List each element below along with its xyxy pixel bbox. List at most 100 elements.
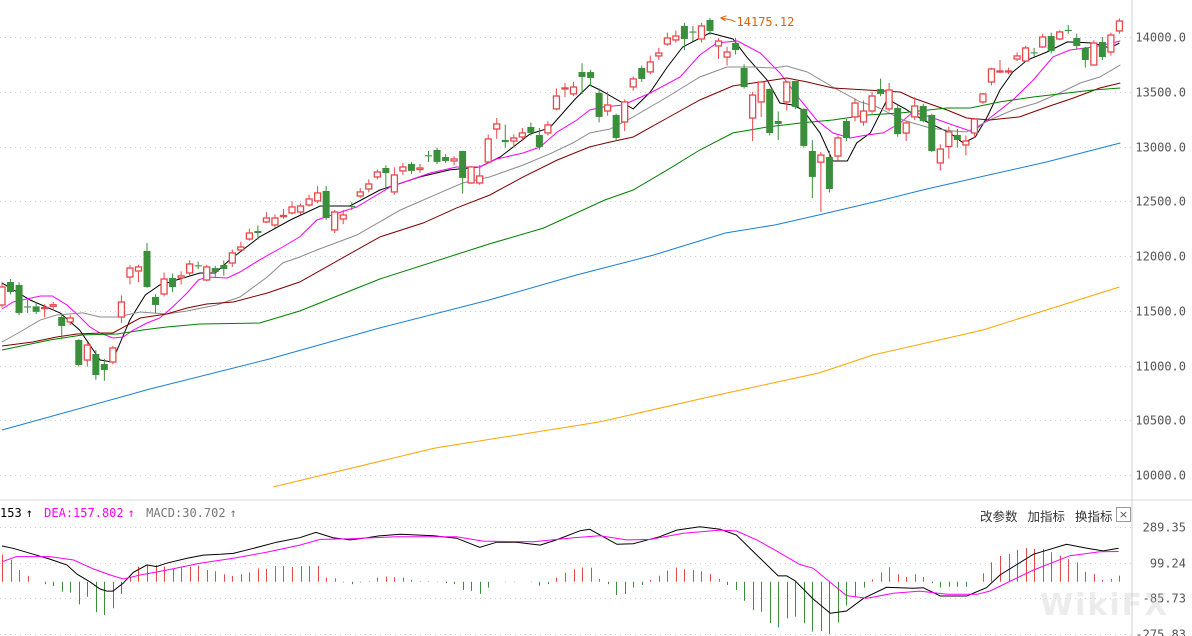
candle-body bbox=[791, 81, 799, 107]
candle-down bbox=[1047, 32, 1055, 54]
candle-body bbox=[126, 267, 134, 278]
candle-up bbox=[160, 272, 168, 297]
candle-body bbox=[305, 198, 313, 206]
candle-body bbox=[629, 78, 637, 88]
candle-down bbox=[32, 301, 40, 315]
candle-down bbox=[152, 294, 160, 313]
candle-body bbox=[41, 306, 49, 310]
candle-body bbox=[296, 205, 305, 213]
candle-body bbox=[783, 81, 791, 103]
candle-down bbox=[24, 299, 32, 313]
candle-up bbox=[561, 82, 569, 98]
moving-average-line bbox=[1, 77, 1121, 347]
candle-up bbox=[979, 92, 987, 104]
candle-up bbox=[134, 264, 143, 283]
candle-body bbox=[885, 89, 893, 110]
candle-up bbox=[783, 80, 791, 111]
candle-down bbox=[535, 127, 543, 150]
candle-down bbox=[740, 64, 748, 89]
candle-body bbox=[825, 157, 833, 189]
candle-body bbox=[510, 137, 518, 142]
candle-body bbox=[979, 93, 987, 103]
candle-up bbox=[450, 156, 458, 166]
moving-average-line bbox=[1, 64, 1121, 343]
dif-value: 153 bbox=[0, 506, 22, 520]
candle-body bbox=[66, 317, 74, 323]
add-indicator-button[interactable]: 加指标 bbox=[1027, 509, 1066, 524]
candle-up bbox=[911, 97, 919, 121]
candle-body bbox=[484, 138, 492, 163]
candle-body bbox=[587, 72, 595, 78]
candle-down bbox=[15, 282, 23, 316]
candle-body bbox=[262, 217, 271, 223]
candle-down bbox=[254, 225, 262, 240]
candle-down bbox=[928, 113, 936, 152]
candle-body bbox=[919, 105, 927, 121]
candle-up bbox=[126, 264, 134, 285]
macd-arrow-icon: ↑ bbox=[229, 506, 237, 520]
candle-body bbox=[1021, 47, 1030, 62]
candle-body bbox=[996, 70, 1004, 73]
price-axis: 14000.0 13500.0 13000.0 12500.0 12000.0 11500… bbox=[1135, 31, 1186, 483]
price-tick-label: 10500.0 bbox=[1135, 414, 1186, 428]
candle-up bbox=[1004, 67, 1013, 75]
candle-body bbox=[714, 40, 723, 47]
candle-body bbox=[177, 275, 185, 279]
high-price-label: 14175.12 bbox=[737, 15, 795, 29]
candle-body bbox=[877, 89, 885, 94]
candle-body bbox=[740, 67, 748, 88]
candle-body bbox=[603, 104, 612, 112]
candle-body bbox=[75, 339, 83, 365]
candle-body bbox=[561, 87, 569, 90]
candle-up bbox=[962, 135, 970, 156]
candle-body bbox=[518, 132, 526, 138]
candle-body bbox=[569, 86, 578, 95]
candle-down bbox=[100, 358, 108, 381]
candle-body bbox=[638, 67, 646, 79]
price-tick-label: 12500.0 bbox=[1135, 195, 1186, 209]
candle-up bbox=[851, 98, 859, 122]
candle-up bbox=[305, 194, 313, 207]
switch-indicator-button[interactable]: 换指标 bbox=[1075, 509, 1113, 524]
candle-body bbox=[348, 205, 356, 207]
candle-body bbox=[1081, 47, 1089, 60]
candle-body bbox=[902, 122, 910, 134]
candle-body bbox=[1073, 37, 1081, 46]
candle-body bbox=[169, 278, 177, 287]
candle-down bbox=[877, 78, 885, 97]
candle-up bbox=[663, 32, 671, 46]
candle-down bbox=[75, 339, 83, 367]
candle-body bbox=[953, 135, 961, 140]
candle-body bbox=[928, 114, 936, 151]
candle-body bbox=[237, 246, 245, 251]
edit-params-button[interactable]: 改参数 bbox=[980, 509, 1018, 524]
candle-up bbox=[723, 46, 731, 66]
candle-down bbox=[58, 312, 66, 340]
candle-body bbox=[254, 231, 262, 234]
candle-up bbox=[834, 135, 842, 161]
candle-up bbox=[996, 59, 1004, 74]
candle-up bbox=[484, 134, 492, 163]
candle-up bbox=[621, 99, 629, 132]
candle-body bbox=[152, 296, 160, 305]
candle-body bbox=[894, 107, 902, 135]
candle-up bbox=[245, 228, 254, 241]
candle-up bbox=[970, 118, 979, 138]
macd-axis: 289.35 99.24 -85.73 -275.83 bbox=[1135, 521, 1186, 636]
candle-up bbox=[1090, 40, 1098, 66]
candle-down bbox=[322, 185, 330, 220]
close-indicator-button[interactable]: × bbox=[1116, 507, 1131, 522]
candle-down bbox=[1073, 33, 1081, 50]
candle-body bbox=[544, 124, 552, 134]
price-grid bbox=[0, 37, 1132, 476]
candle-down bbox=[825, 150, 833, 193]
candle-body bbox=[680, 25, 688, 39]
candle-body bbox=[0, 286, 6, 306]
candle-down bbox=[220, 260, 228, 276]
candle-body bbox=[24, 306, 32, 308]
candle-body bbox=[774, 120, 782, 124]
indicator-toolbar: 改参数 加指标 换指标 bbox=[980, 506, 1123, 525]
candle-up bbox=[109, 345, 117, 365]
candle-up bbox=[467, 166, 475, 184]
candle-body bbox=[621, 101, 629, 123]
